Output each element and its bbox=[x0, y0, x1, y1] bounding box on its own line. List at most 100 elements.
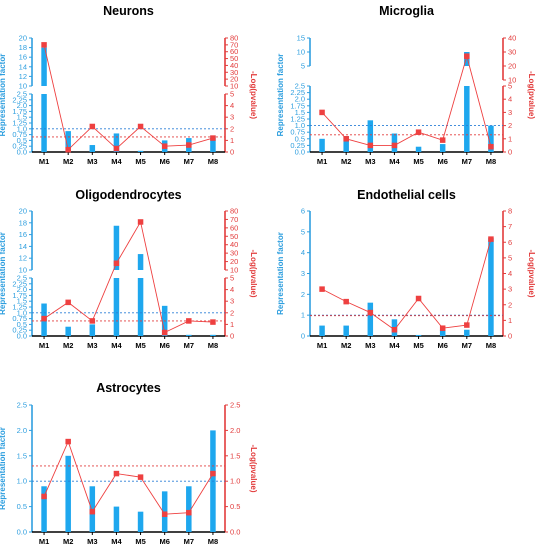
right-tick-label: 60 bbox=[230, 223, 238, 232]
pvalue-marker bbox=[113, 145, 120, 152]
pvalue-marker bbox=[319, 109, 325, 116]
left-tick-label: 1 bbox=[301, 311, 305, 320]
right-tick-label: 3 bbox=[230, 113, 234, 122]
bar bbox=[65, 326, 71, 336]
bar bbox=[113, 133, 120, 152]
left-tick-label: 1.5 bbox=[17, 451, 27, 460]
left-tick-label: 5 bbox=[301, 62, 305, 71]
left-tick-label: 1.5 bbox=[295, 108, 305, 117]
category-label: M5 bbox=[413, 341, 423, 350]
left-tick-label: 2.25 bbox=[12, 95, 27, 104]
pvalue-marker bbox=[319, 286, 325, 292]
right-tick-label: 40 bbox=[230, 240, 238, 249]
left-tick-label: 1.25 bbox=[290, 115, 305, 124]
bar bbox=[319, 138, 325, 152]
right-tick-label: 10 bbox=[508, 76, 516, 85]
pvalue-line bbox=[43, 44, 214, 151]
right-tick-label: 2.5 bbox=[230, 401, 240, 410]
pvalue-marker bbox=[391, 327, 398, 333]
left-tick-label: 0.25 bbox=[12, 326, 27, 335]
chart-title: Microglia bbox=[379, 4, 435, 18]
left-tick-label: 1.0 bbox=[295, 121, 305, 130]
category-label: M5 bbox=[135, 341, 145, 350]
chart-title: Oligodendrocytes bbox=[75, 188, 181, 202]
left-tick-label: 2.5 bbox=[17, 90, 27, 99]
pvalue-marker bbox=[210, 470, 216, 477]
category-label: M4 bbox=[111, 341, 122, 350]
left-tick-label: 1.5 bbox=[17, 297, 27, 306]
left-tick-label: 20 bbox=[19, 34, 27, 43]
panel-microglia: Microglia 0.00.250.50.751.01.251.51.752.0… bbox=[276, 4, 536, 166]
left-tick-label: 2.5 bbox=[17, 401, 27, 410]
pvalue-marker bbox=[186, 318, 192, 324]
right-tick-label: 10 bbox=[230, 82, 238, 91]
pvalue-marker bbox=[89, 508, 96, 515]
left-tick-label: 0.75 bbox=[290, 128, 305, 137]
bar bbox=[464, 329, 470, 336]
right-tick-label: 80 bbox=[230, 34, 238, 43]
category-label: M4 bbox=[111, 537, 122, 546]
left-tick-label: 16 bbox=[19, 53, 27, 62]
pvalue-marker bbox=[439, 325, 446, 331]
right-tick-label: 2 bbox=[508, 121, 512, 130]
left-tick-label: 0.75 bbox=[12, 314, 27, 323]
pvalue-marker bbox=[488, 143, 494, 150]
left-tick-label: 12 bbox=[19, 254, 27, 263]
bar bbox=[415, 146, 422, 152]
right-tick-label: 50 bbox=[230, 232, 238, 241]
right-tick-label: 0.0 bbox=[230, 528, 240, 537]
bar bbox=[186, 486, 192, 532]
left-tick-label: 2.0 bbox=[17, 285, 27, 294]
category-label: M7 bbox=[184, 341, 194, 350]
left-tick-label: 0.25 bbox=[290, 141, 305, 150]
category-label: M6 bbox=[159, 157, 169, 166]
category-label: M6 bbox=[159, 537, 169, 546]
chart-title: Endothelial cells bbox=[357, 188, 456, 202]
left-tick-label: 15 bbox=[297, 34, 305, 43]
left-tick-label: 0.5 bbox=[17, 502, 27, 511]
right-tick-label: 4 bbox=[508, 269, 512, 278]
pvalue-marker bbox=[391, 142, 398, 149]
category-label: M7 bbox=[462, 341, 472, 350]
right-tick-label: 3 bbox=[230, 297, 234, 306]
right-tick-label: 20 bbox=[508, 62, 516, 71]
bar bbox=[65, 131, 71, 152]
bar bbox=[343, 325, 349, 336]
pvalue-marker bbox=[113, 260, 120, 267]
category-label: M5 bbox=[135, 537, 145, 546]
right-tick-label: 2 bbox=[230, 124, 234, 133]
chart-title: Astrocytes bbox=[96, 381, 161, 395]
right-tick-label: 5 bbox=[508, 253, 512, 262]
pvalue-marker bbox=[137, 474, 144, 480]
right-tick-label: 30 bbox=[230, 68, 238, 77]
left-tick-label: 4 bbox=[301, 248, 305, 257]
left-tick-label: 20 bbox=[19, 207, 27, 216]
bar bbox=[210, 135, 216, 152]
right-tick-label: 0 bbox=[230, 332, 234, 341]
pvalue-marker bbox=[210, 135, 216, 141]
left-tick-label: 0.0 bbox=[295, 148, 305, 157]
pvalue-marker bbox=[161, 511, 168, 517]
left-tick-label: 1.0 bbox=[17, 477, 27, 486]
left-tick-label: 1.25 bbox=[12, 303, 27, 312]
category-label: M2 bbox=[63, 537, 73, 546]
left-tick-label: 2.0 bbox=[295, 95, 305, 104]
category-label: M3 bbox=[87, 537, 97, 546]
bar-upper-segment bbox=[137, 254, 144, 270]
left-tick-label: 3 bbox=[301, 269, 305, 278]
category-label: M7 bbox=[184, 157, 194, 166]
category-label: M2 bbox=[341, 157, 351, 166]
right-tick-label: 5 bbox=[230, 90, 234, 99]
pvalue-marker bbox=[415, 295, 422, 302]
category-label: M7 bbox=[184, 537, 194, 546]
right-tick-label: 7 bbox=[508, 222, 512, 231]
bar bbox=[41, 94, 47, 152]
left-tick-label: 5 bbox=[301, 227, 305, 236]
bar bbox=[210, 334, 216, 336]
category-label: M4 bbox=[111, 157, 122, 166]
right-tick-label: 1.5 bbox=[230, 451, 240, 460]
pvalue-marker bbox=[161, 329, 168, 336]
right-axis-title: -Log(pvalue) bbox=[527, 250, 536, 298]
right-tick-label: 5 bbox=[508, 82, 512, 91]
bar bbox=[439, 144, 446, 152]
